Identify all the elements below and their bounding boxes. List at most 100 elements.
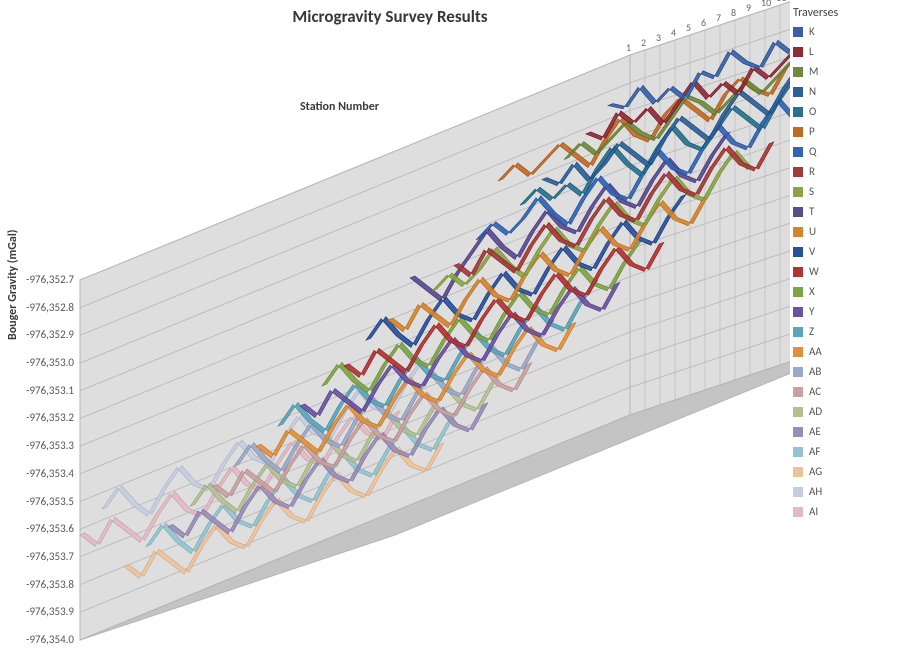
legend-label: P — [809, 126, 815, 137]
legend-label: M — [809, 66, 818, 77]
legend-swatch — [793, 67, 803, 77]
y-tick: -976,352.7 — [10, 273, 74, 286]
legend-label: AC — [809, 386, 821, 397]
legend-label: Q — [809, 146, 816, 157]
legend-swatch — [793, 267, 803, 277]
three-d-line-chart — [0, 0, 790, 660]
legend-swatch — [793, 207, 803, 217]
x-tick: 1 — [626, 41, 631, 54]
legend-label: AB — [809, 366, 821, 377]
legend-item-O: O — [789, 106, 894, 117]
x-tick: 8 — [731, 6, 736, 19]
legend-swatch — [793, 347, 803, 357]
legend-label: AE — [809, 426, 821, 437]
x-tick: 4 — [671, 26, 676, 39]
legend-label: W — [809, 266, 819, 277]
legend-item-AC: AC — [789, 386, 894, 397]
legend-item-AF: AF — [789, 446, 894, 457]
legend-swatch — [793, 167, 803, 177]
legend-item-T: T — [789, 206, 894, 217]
y-tick: -976,353.4 — [10, 467, 74, 480]
legend-item-U: U — [789, 226, 894, 237]
legend-item-Y: Y — [789, 306, 894, 317]
legend-label: L — [809, 46, 814, 57]
x-tick: 11 — [776, 0, 786, 4]
legend-item-AG: AG — [789, 466, 894, 477]
legend-item-AI: AI — [789, 506, 894, 517]
legend-item-R: R — [789, 166, 894, 177]
legend-label: S — [809, 186, 814, 197]
y-tick: -976,354.0 — [10, 633, 74, 646]
y-tick: -976,353.2 — [10, 411, 74, 424]
legend-item-V: V — [789, 246, 894, 257]
legend-item-K: K — [789, 26, 894, 37]
legend-swatch — [793, 467, 803, 477]
legend-item-AB: AB — [789, 366, 894, 377]
x-tick: 9 — [746, 1, 751, 14]
legend-label: O — [809, 106, 816, 117]
legend-item-W: W — [789, 266, 894, 277]
legend-item-S: S — [789, 186, 894, 197]
legend-item-Z: Z — [789, 326, 894, 337]
y-tick: -976,353.5 — [10, 495, 74, 508]
legend-swatch — [793, 247, 803, 257]
legend-item-AA: AA — [789, 346, 894, 357]
legend-label: Y — [809, 306, 814, 317]
y-tick: -976,353.1 — [10, 384, 74, 397]
legend-label: AG — [809, 466, 822, 477]
legend-label: T — [809, 206, 814, 217]
y-tick: -976,353.6 — [10, 522, 74, 535]
y-tick: -976,353.0 — [10, 356, 74, 369]
legend-label: Z — [809, 326, 814, 337]
legend-item-AD: AD — [789, 406, 894, 417]
legend-label: V — [809, 246, 815, 257]
legend-label: AF — [809, 446, 820, 457]
y-tick: -976,353.3 — [10, 439, 74, 452]
x-tick: 10 — [761, 0, 771, 9]
legend-swatch — [793, 407, 803, 417]
legend-label: K — [809, 26, 815, 37]
y-tick: -976,353.7 — [10, 550, 74, 563]
legend-item-Q: Q — [789, 146, 894, 157]
legend-item-M: M — [789, 66, 894, 77]
legend-swatch — [793, 507, 803, 517]
legend: Traverses KLMNOPQRSTUVWXYZ AA AB AC AD AE AF AG… — [789, 6, 894, 526]
legend-item-N: N — [789, 86, 894, 97]
x-tick: 6 — [701, 16, 706, 29]
y-tick: -976,352.8 — [10, 301, 74, 314]
legend-swatch — [793, 27, 803, 37]
x-tick: 5 — [686, 21, 691, 34]
legend-swatch — [793, 87, 803, 97]
legend-item-AE: AE — [789, 426, 894, 437]
legend-item-X: X — [789, 286, 894, 297]
legend-swatch — [793, 427, 803, 437]
y-tick: -976,353.8 — [10, 578, 74, 591]
legend-label: AD — [809, 406, 822, 417]
legend-swatch — [793, 327, 803, 337]
legend-item-P: P — [789, 126, 894, 137]
y-tick: -976,352.9 — [10, 328, 74, 341]
legend-label: U — [809, 226, 816, 237]
x-tick: 2 — [641, 36, 646, 49]
legend-label: N — [809, 86, 816, 97]
legend-swatch — [793, 367, 803, 377]
legend-swatch — [793, 147, 803, 157]
legend-swatch — [793, 107, 803, 117]
legend-label: AI — [809, 506, 818, 517]
legend-swatch — [793, 287, 803, 297]
legend-swatch — [793, 187, 803, 197]
legend-label: R — [809, 166, 815, 177]
legend-swatch — [793, 227, 803, 237]
legend-swatch — [793, 127, 803, 137]
legend-item-L: L — [789, 46, 894, 57]
legend-swatch — [793, 447, 803, 457]
legend-swatch — [793, 47, 803, 57]
x-tick: 7 — [716, 11, 721, 24]
legend-label: AH — [809, 486, 822, 497]
legend-title: Traverses — [789, 6, 894, 20]
legend-item-AH: AH — [789, 486, 894, 497]
legend-swatch — [793, 387, 803, 397]
legend-label: X — [809, 286, 815, 297]
legend-swatch — [793, 487, 803, 497]
legend-label: AA — [809, 346, 822, 357]
